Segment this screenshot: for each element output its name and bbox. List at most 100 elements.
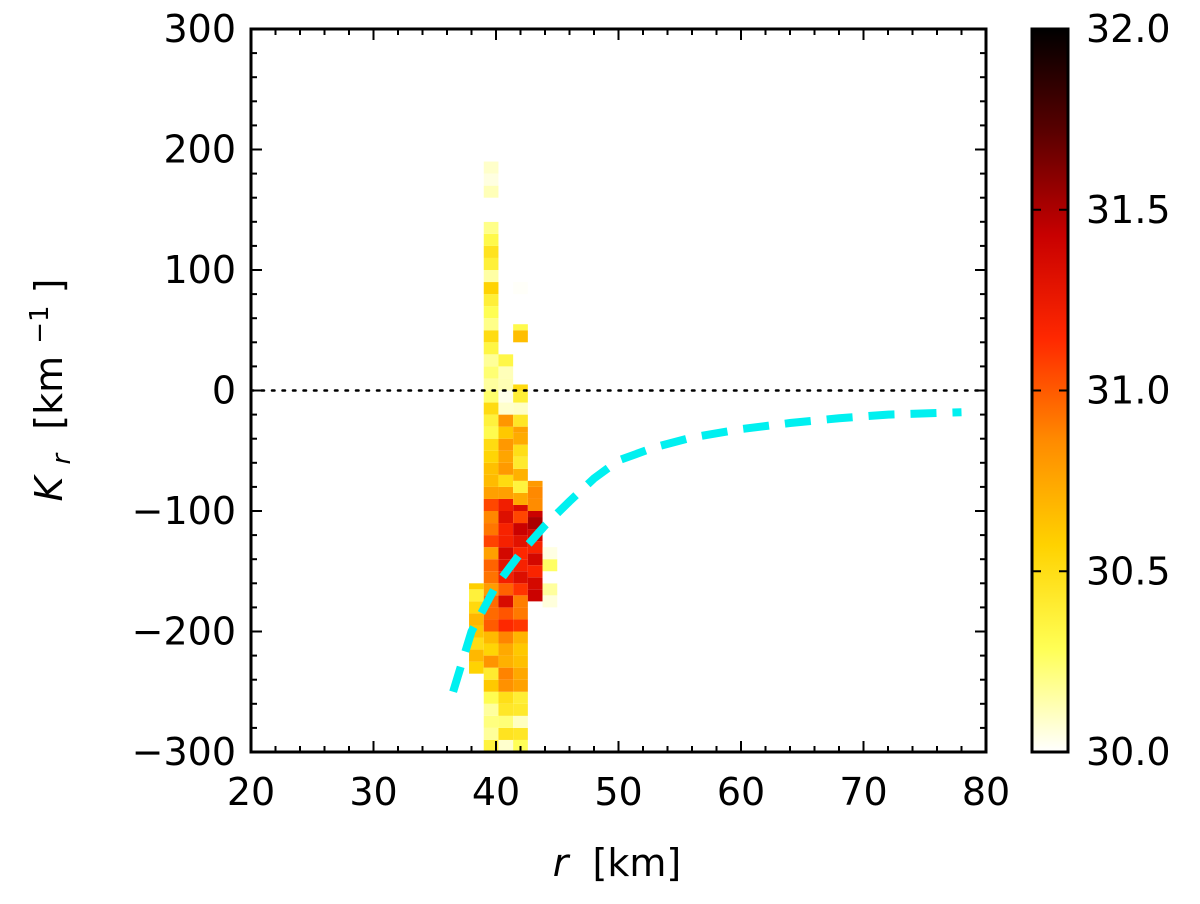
x-tick-label: 40 [472, 770, 520, 814]
heatmap-cell [513, 426, 528, 433]
heatmap-cell [498, 486, 514, 499]
heatmap-cell [498, 547, 514, 560]
y-axis-subscript: r [47, 451, 77, 464]
heatmap-cell [483, 715, 499, 728]
heatmap-cell [483, 667, 499, 680]
heatmap-cell [483, 679, 499, 692]
y-axis-variable: K [27, 474, 71, 502]
heatmap-cell [513, 739, 528, 752]
heatmap-cell [483, 378, 499, 391]
x-axis-ticks: 20 30 40 50 60 70 80 [227, 29, 1010, 814]
heatmap-cell [498, 739, 514, 752]
heatmap-cell [483, 330, 499, 343]
heatmap-cell [498, 619, 514, 632]
heatmap-cell [513, 468, 528, 481]
heatmap-cell [498, 402, 514, 415]
heatmap-cell [483, 366, 499, 379]
heatmap-cell [498, 643, 514, 656]
y-tick-label: 300 [163, 7, 236, 51]
heatmap-cell [483, 498, 499, 511]
heatmap-cell [483, 390, 499, 403]
heatmap-cell [513, 504, 528, 511]
heatmap-cell [483, 426, 499, 439]
heatmap-cell [513, 727, 528, 740]
heatmap-cell [498, 667, 514, 680]
heatmap-cell [513, 679, 528, 692]
heatmap-cell [513, 480, 528, 493]
heatmap-cell [498, 378, 514, 391]
heatmap-cell [483, 486, 499, 499]
heatmap-cell [513, 432, 528, 445]
y-axis-label: K r [km −1 ] [13, 278, 79, 501]
y-tick-label: 200 [163, 128, 236, 172]
colorbar-tick-label: 31.5 [1086, 188, 1171, 232]
heatmap-cell [513, 456, 528, 469]
heatmap-cell [483, 270, 499, 283]
heatmap-cell [498, 523, 514, 536]
heatmap-cell [513, 583, 528, 596]
heatmap-cell [483, 221, 499, 234]
heatmap-cell [483, 462, 499, 475]
heatmap-cell [483, 197, 499, 210]
y-axis-ticks: −300 −200 −100 0 100 200 300 [132, 7, 986, 774]
heatmap-cell [527, 480, 543, 487]
heatmap-cell [513, 571, 528, 584]
x-tick-label: 20 [227, 770, 275, 814]
heatmap-cell [513, 715, 528, 728]
x-axis-unit: [km] [593, 841, 682, 885]
y-axis-unit-exponent: −1 [25, 305, 55, 343]
heatmap-cell [483, 282, 499, 295]
heatmap-cell [513, 330, 528, 343]
heatmap-cell [498, 607, 514, 620]
heatmap-cell [483, 571, 499, 584]
heatmap-cell [483, 631, 499, 644]
heatmap-cell [498, 535, 514, 548]
heatmap-cell [527, 589, 543, 602]
heatmap-cell [483, 559, 499, 572]
heatmap-cell [483, 318, 499, 331]
heatmap-cell [498, 354, 514, 367]
heatmap-cell [513, 324, 528, 331]
heatmap-cell [498, 498, 514, 511]
heatmap-cell [498, 679, 514, 692]
heatmap-cell [513, 523, 528, 536]
heatmap-cell [469, 649, 484, 662]
heatmap-cell [498, 390, 514, 403]
heatmap-cell [498, 703, 514, 716]
heatmap-cell [483, 643, 499, 656]
heatmap-cell [498, 583, 514, 596]
y-axis-unit-prefix: [km [27, 356, 71, 430]
heatmap-cell [513, 535, 528, 548]
heatmap-layer [469, 161, 558, 752]
series-line-model [449, 408, 962, 693]
y-tick-label: 0 [212, 369, 236, 413]
heatmap-cell [542, 559, 558, 572]
heatmap-cell [513, 511, 528, 524]
heatmap-cell [527, 511, 543, 518]
heatmap-cell [483, 727, 499, 740]
x-tick-label: 50 [594, 770, 642, 814]
heatmap-cell [513, 667, 528, 680]
heatmap-cell [498, 511, 514, 524]
heatmap-cell [527, 498, 543, 511]
heatmap-cell [483, 450, 499, 463]
heatmap-cell [483, 257, 499, 270]
series-layer [449, 408, 962, 693]
heatmap-cell [483, 438, 499, 451]
heatmap-cell [513, 703, 528, 716]
heatmap-cell [469, 613, 484, 626]
heatmap-cell [542, 583, 558, 596]
heatmap-cell [483, 474, 499, 487]
heatmap-cell [483, 342, 499, 355]
heatmap-cell [527, 565, 543, 578]
heatmap-cell [513, 607, 528, 620]
colorbar-tick-label: 30.0 [1086, 730, 1171, 774]
x-tick-label: 30 [349, 770, 397, 814]
heatmap-cell [513, 444, 528, 457]
heatmap-cell [469, 661, 484, 674]
heatmap-cell [513, 619, 528, 632]
heatmap-cell [469, 583, 484, 590]
heatmap-cell [513, 390, 528, 403]
